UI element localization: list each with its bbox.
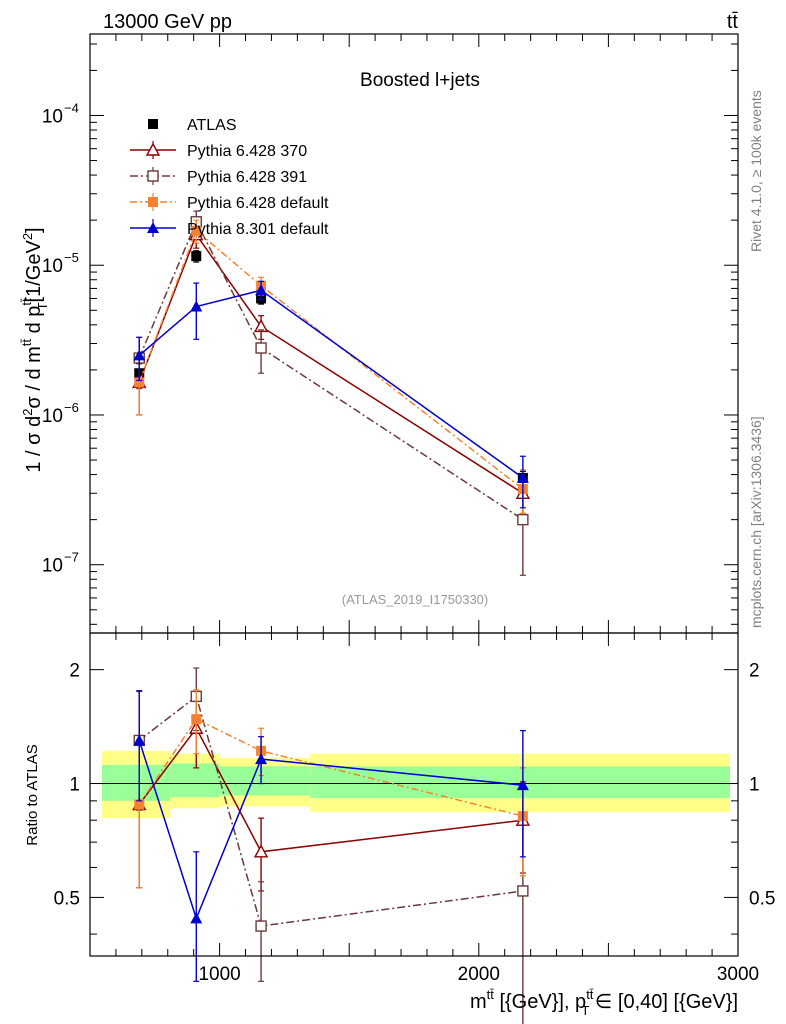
data-point — [190, 300, 203, 312]
legend-marker — [147, 222, 159, 233]
ratio-frame — [89, 632, 739, 957]
chart-title: Boosted l+jets — [360, 70, 480, 91]
ratio-series-layer — [132, 667, 531, 1024]
y-tick-label-right: 2 — [749, 661, 760, 682]
inner-band — [170, 763, 220, 798]
legend-item: ATLAS — [148, 117, 237, 134]
uncertainty-bands — [90, 750, 738, 819]
y-tick-label: 10 — [42, 256, 63, 277]
y-tick-exponent: −7 — [64, 550, 79, 565]
data-point — [516, 471, 529, 483]
data-point — [190, 912, 203, 924]
y-tick-label: 10 — [42, 406, 63, 427]
series-pythia-8-301-default — [133, 690, 529, 982]
legend-marker — [148, 197, 158, 207]
legend-label: Pythia 8.301 default — [187, 221, 329, 238]
y-tick-label: 2 — [69, 661, 80, 682]
data-point — [191, 251, 202, 262]
inner-band — [102, 764, 171, 801]
y-tick-label: 10 — [42, 556, 63, 577]
inner-band — [219, 766, 311, 796]
legend-label: Pythia 6.428 default — [187, 195, 329, 212]
series-pythia-6-428-391 — [133, 210, 529, 576]
legend-marker — [148, 119, 158, 129]
series-line-pythia-6-428-370 — [138, 233, 524, 494]
x-tick-label: 2000 — [458, 964, 500, 985]
series-line-pythia-6-428-391 — [138, 695, 523, 927]
data-point — [253, 844, 269, 858]
data-point — [134, 799, 145, 810]
legend-item: Pythia 6.428 391 — [130, 167, 307, 186]
data-point — [191, 225, 202, 236]
legend-item: Pythia 6.428 370 — [130, 141, 307, 160]
y-tick-label-right: 0.5 — [749, 888, 775, 909]
legend-label: ATLAS — [187, 117, 237, 134]
main-y-axis-label: 1 / σ d2σ / d mtt̄ d ptt̄T[1/GeV2] — [19, 227, 50, 472]
series-line-pythia-6-428-370 — [138, 726, 523, 853]
series-pythia-6-428-370 — [132, 222, 531, 515]
x-tick-label: 1000 — [198, 964, 240, 985]
series-pythia-6-428-default — [134, 219, 528, 515]
y-tick-label: 0.5 — [54, 888, 80, 909]
series-atlas — [134, 250, 528, 486]
series-pythia-8-301-default — [133, 280, 529, 509]
ratio-panel: 1000 2000 3000 0.5 0.5 1 1 2 2 Ratio to ATLAS mt… — [24, 632, 775, 1024]
legend-item: Pythia 8.301 default — [130, 219, 329, 238]
rivet-version-label: Rivet 4.1.0, ≥ 100k events — [748, 90, 764, 252]
data-point — [516, 779, 529, 791]
ratio-y-axis-label: Ratio to ATLAS — [24, 744, 41, 845]
legend-item: Pythia 6.428 default — [130, 193, 329, 212]
source-label: mcplots.cern.ch [arXiv:1306.3436] — [748, 416, 764, 628]
y-tick-label: 10 — [42, 106, 63, 127]
data-point — [133, 349, 146, 361]
ratio-axes: 1000 2000 3000 0.5 0.5 1 1 2 2 — [54, 632, 775, 985]
collision-label: 13000 GeV pp — [103, 11, 232, 33]
x-axis-label: mtt̄ [{GeV}], ptt̄ T ∈ [0,40] [{GeV}] — [470, 987, 738, 1018]
data-point — [255, 753, 268, 765]
legend: ATLAS Pythia 6.428 370 Pythia 6.428 391 Pyt… — [130, 117, 329, 238]
data-point — [255, 284, 268, 296]
data-point — [517, 885, 529, 897]
data-point — [517, 513, 529, 526]
series-line-pythia-8-301-default — [138, 740, 523, 921]
series-line-pythia-6-428-default — [138, 718, 524, 817]
legend-label: Pythia 6.428 391 — [187, 169, 307, 186]
process-label: tt̄ — [727, 11, 739, 33]
data-point — [191, 714, 202, 725]
y-tick-label: 1 — [69, 775, 80, 796]
data-point — [133, 734, 146, 746]
legend-label: Pythia 6.428 370 — [187, 143, 307, 160]
analysis-annotation: (ATLAS_2019_I1750330) — [342, 592, 488, 607]
main-series-layer — [132, 210, 531, 576]
svg-text:1 / σ d2σ / d mtt̄ d ptt̄T[1/G: 1 / σ d2σ / d mtt̄ d ptt̄T[1/GeV2] — [19, 227, 50, 472]
series-line-pythia-6-428-default — [138, 229, 524, 490]
data-point — [255, 920, 267, 932]
series-line-pythia-8-301-default — [138, 289, 524, 479]
legend-marker — [145, 142, 161, 156]
legend-marker — [147, 170, 159, 182]
y-tick-exponent: −5 — [64, 250, 79, 265]
y-tick-exponent: −6 — [64, 400, 79, 415]
data-point — [255, 342, 267, 354]
svg-text:mtt̄ [{GeV}], ptt̄T ∈ [0,40] [: mtt̄ [{GeV}], ptt̄ T ∈ [0,40] [{GeV}] — [470, 987, 738, 1018]
y-tick-label-right: 1 — [749, 775, 760, 796]
data-point — [134, 377, 145, 388]
y-tick-exponent: −4 — [64, 100, 79, 115]
main-panel: ATLAS Pythia 6.428 370 Pythia 6.428 391 Pyt… — [19, 33, 739, 956]
x-tick-label: 3000 — [717, 964, 759, 985]
